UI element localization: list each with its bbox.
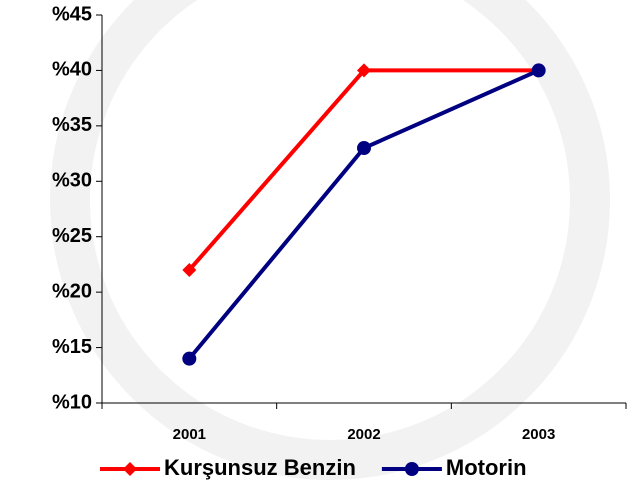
marker <box>357 141 371 156</box>
marker <box>357 63 371 78</box>
y-tick-label: %20 <box>52 280 92 302</box>
y-tick-label: %35 <box>52 114 92 136</box>
y-tick-label: %15 <box>52 336 92 358</box>
series-line <box>187 68 540 360</box>
marker <box>182 262 197 277</box>
marker <box>531 63 546 78</box>
y-tick-label: %40 <box>52 59 92 81</box>
y-tick-label: %45 <box>52 3 92 25</box>
series-line <box>187 68 539 272</box>
watermark <box>50 0 610 480</box>
legend-label: Motorin <box>446 455 527 480</box>
marker <box>404 462 419 476</box>
x-tick-label: 2003 <box>522 426 555 443</box>
y-tick-label: %10 <box>52 391 92 413</box>
marker <box>123 462 137 476</box>
y-tick-label: %30 <box>52 170 92 192</box>
x-tick-label: 2001 <box>173 426 206 443</box>
marker <box>182 351 197 366</box>
legend-label: Kurşunsuz Benzin <box>164 455 356 480</box>
x-tick-label: 2002 <box>347 426 380 443</box>
y-tick-label: %25 <box>52 225 92 247</box>
